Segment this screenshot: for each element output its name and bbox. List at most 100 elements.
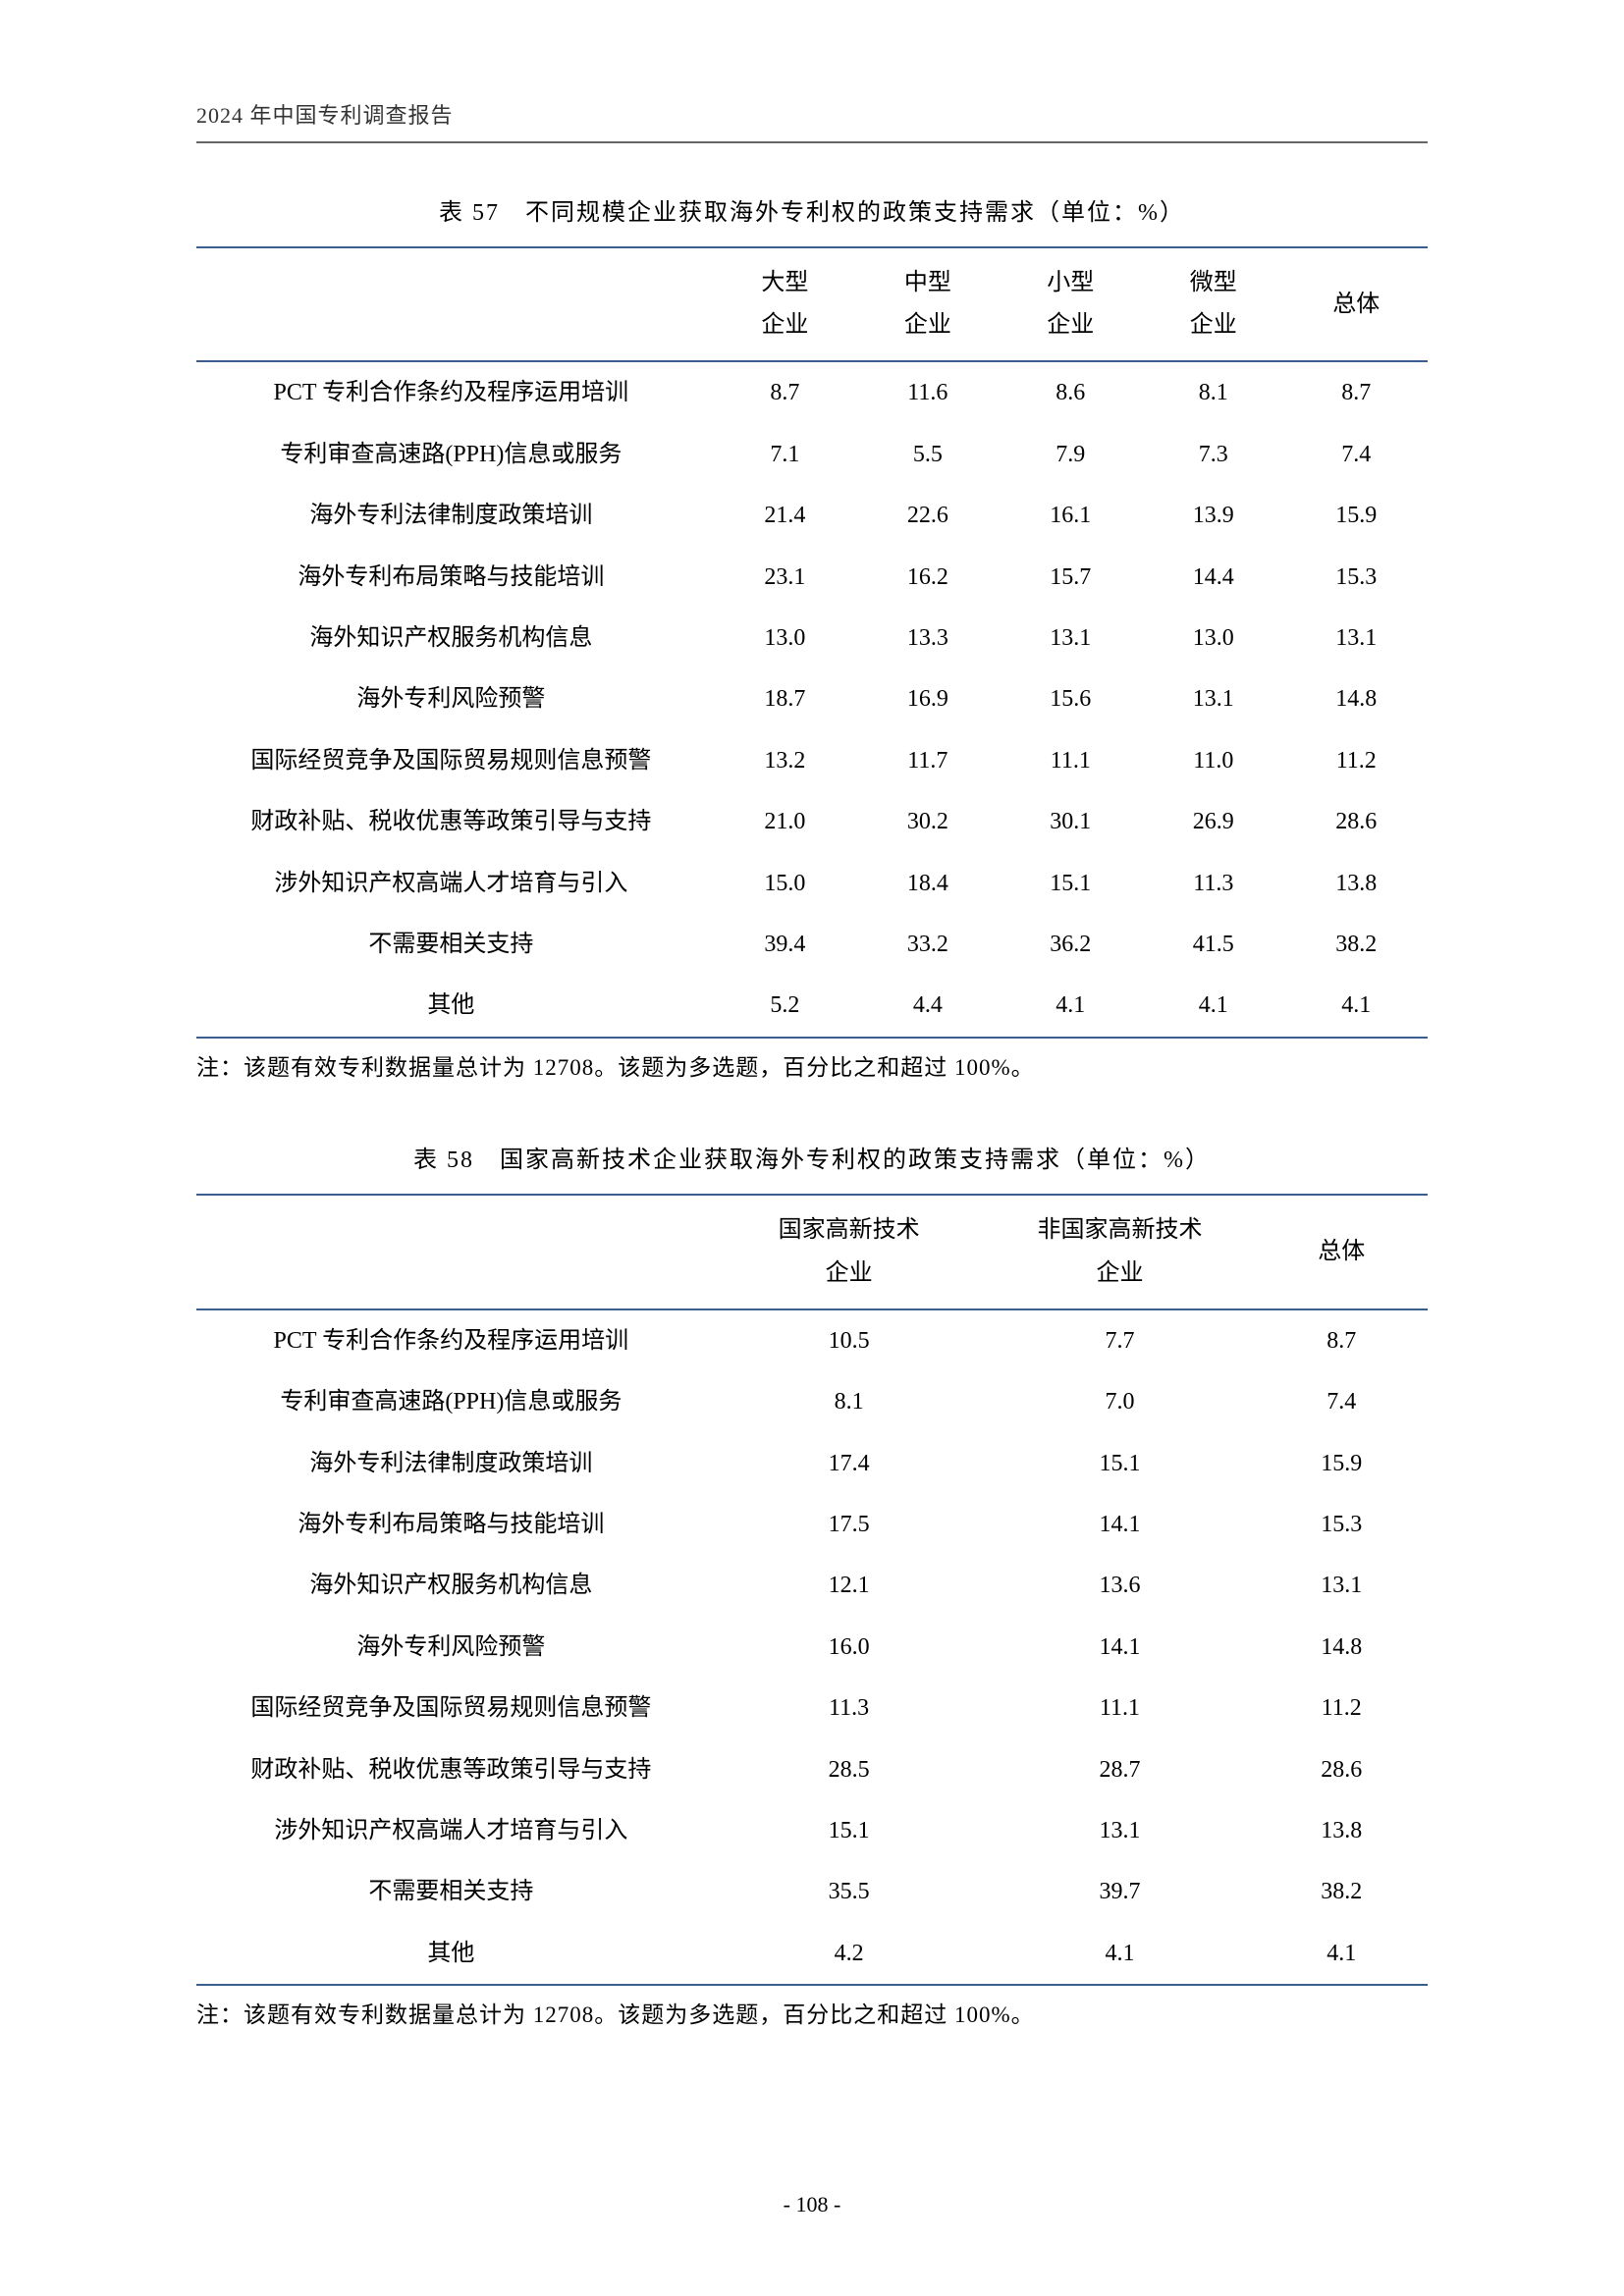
table57: 大型 企业 中型 企业 小型 企业 微型 企业 总体 PCT 专利合作条约及程序… — [196, 246, 1428, 1039]
cell-value: 15.1 — [1000, 853, 1142, 914]
cell-value: 38.2 — [1255, 1861, 1428, 1922]
cell-value: 13.1 — [1142, 668, 1284, 729]
cell-value: 4.1 — [985, 1923, 1256, 1985]
cell-value: 28.7 — [985, 1739, 1256, 1800]
cell-value: 15.9 — [1284, 485, 1428, 546]
cell-value: 11.6 — [856, 361, 999, 423]
cell-value: 13.0 — [714, 608, 856, 668]
cell-value: 8.1 — [714, 1371, 985, 1432]
cell-value: 7.7 — [985, 1309, 1256, 1371]
row-label: 海外知识产权服务机构信息 — [196, 608, 714, 668]
table58-note: 注：该题有效专利数据量总计为 12708。该题为多选题，百分比之和超过 100%… — [196, 1998, 1428, 2034]
row-label: 海外专利法律制度政策培训 — [196, 485, 714, 546]
cell-value: 13.2 — [714, 730, 856, 791]
cell-value: 15.3 — [1255, 1494, 1428, 1555]
table-row: 海外专利布局策略与技能培训23.116.215.714.415.3 — [196, 547, 1428, 608]
cell-value: 7.4 — [1255, 1371, 1428, 1432]
table58-header-blank — [196, 1195, 714, 1308]
page-header: 2024 年中国专利调查报告 — [196, 98, 1428, 143]
cell-value: 11.3 — [1142, 853, 1284, 914]
table-row: 海外专利风险预警18.716.915.613.114.8 — [196, 668, 1428, 729]
table58-header-nonhightech: 非国家高新技术 企业 — [985, 1195, 1256, 1308]
cell-value: 11.0 — [1142, 730, 1284, 791]
table58-header-hightech: 国家高新技术 企业 — [714, 1195, 985, 1308]
row-label: 其他 — [196, 1923, 714, 1985]
table-row: 其他5.24.44.14.14.1 — [196, 975, 1428, 1037]
cell-value: 8.7 — [714, 361, 856, 423]
cell-value: 7.4 — [1284, 424, 1428, 485]
table57-title: 表 57 不同规模企业获取海外专利权的政策支持需求（单位：%） — [196, 192, 1428, 227]
table-row: 专利审查高速路(PPH)信息或服务7.15.57.97.37.4 — [196, 424, 1428, 485]
cell-value: 16.2 — [856, 547, 999, 608]
cell-value: 11.7 — [856, 730, 999, 791]
cell-value: 15.7 — [1000, 547, 1142, 608]
cell-value: 39.7 — [985, 1861, 1256, 1922]
cell-value: 13.1 — [985, 1800, 1256, 1861]
table-row: 海外专利风险预警16.014.114.8 — [196, 1617, 1428, 1678]
cell-value: 30.1 — [1000, 791, 1142, 852]
row-label: 财政补贴、税收优惠等政策引导与支持 — [196, 1739, 714, 1800]
row-label: 其他 — [196, 975, 714, 1037]
cell-value: 26.9 — [1142, 791, 1284, 852]
table-row: 不需要相关支持39.433.236.241.538.2 — [196, 914, 1428, 975]
cell-value: 4.4 — [856, 975, 999, 1037]
cell-value: 18.4 — [856, 853, 999, 914]
row-label: 涉外知识产权高端人才培育与引入 — [196, 1800, 714, 1861]
cell-value: 11.2 — [1284, 730, 1428, 791]
cell-value: 14.4 — [1142, 547, 1284, 608]
cell-value: 28.5 — [714, 1739, 985, 1800]
cell-value: 8.1 — [1142, 361, 1284, 423]
table57-header-small: 小型 企业 — [1000, 247, 1142, 361]
table57-header-blank — [196, 247, 714, 361]
cell-value: 28.6 — [1255, 1739, 1428, 1800]
cell-value: 15.1 — [985, 1433, 1256, 1494]
cell-value: 10.5 — [714, 1309, 985, 1371]
cell-value: 7.0 — [985, 1371, 1256, 1432]
table-row: 不需要相关支持35.539.738.2 — [196, 1861, 1428, 1922]
cell-value: 28.6 — [1284, 791, 1428, 852]
cell-value: 15.1 — [714, 1800, 985, 1861]
cell-value: 22.6 — [856, 485, 999, 546]
cell-value: 15.6 — [1000, 668, 1142, 729]
cell-value: 38.2 — [1284, 914, 1428, 975]
cell-value: 13.8 — [1284, 853, 1428, 914]
cell-value: 4.1 — [1284, 975, 1428, 1037]
cell-value: 13.6 — [985, 1555, 1256, 1616]
cell-value: 13.3 — [856, 608, 999, 668]
row-label: 海外专利风险预警 — [196, 668, 714, 729]
cell-value: 7.1 — [714, 424, 856, 485]
table-row: 海外专利法律制度政策培训17.415.115.9 — [196, 1433, 1428, 1494]
cell-value: 4.1 — [1000, 975, 1142, 1037]
cell-value: 8.7 — [1255, 1309, 1428, 1371]
cell-value: 11.3 — [714, 1678, 985, 1738]
row-label: 海外专利风险预警 — [196, 1617, 714, 1678]
cell-value: 16.9 — [856, 668, 999, 729]
cell-value: 11.1 — [1000, 730, 1142, 791]
row-label: 国际经贸竞争及国际贸易规则信息预警 — [196, 1678, 714, 1738]
cell-value: 30.2 — [856, 791, 999, 852]
cell-value: 15.9 — [1255, 1433, 1428, 1494]
row-label: 专利审查高速路(PPH)信息或服务 — [196, 424, 714, 485]
table57-header-medium: 中型 企业 — [856, 247, 999, 361]
cell-value: 35.5 — [714, 1861, 985, 1922]
table-row: 国际经贸竞争及国际贸易规则信息预警13.211.711.111.011.2 — [196, 730, 1428, 791]
cell-value: 5.2 — [714, 975, 856, 1037]
report-title: 2024 年中国专利调查报告 — [196, 103, 454, 128]
cell-value: 7.9 — [1000, 424, 1142, 485]
row-label: 国际经贸竞争及国际贸易规则信息预警 — [196, 730, 714, 791]
table-row: 涉外知识产权高端人才培育与引入15.018.415.111.313.8 — [196, 853, 1428, 914]
cell-value: 16.0 — [714, 1617, 985, 1678]
row-label: 海外专利布局策略与技能培训 — [196, 1494, 714, 1555]
cell-value: 33.2 — [856, 914, 999, 975]
table-row: 财政补贴、税收优惠等政策引导与支持21.030.230.126.928.6 — [196, 791, 1428, 852]
cell-value: 15.3 — [1284, 547, 1428, 608]
table57-header-large: 大型 企业 — [714, 247, 856, 361]
cell-value: 36.2 — [1000, 914, 1142, 975]
row-label: 海外知识产权服务机构信息 — [196, 1555, 714, 1616]
row-label: 不需要相关支持 — [196, 1861, 714, 1922]
cell-value: 18.7 — [714, 668, 856, 729]
cell-value: 4.2 — [714, 1923, 985, 1985]
table58-header-total: 总体 — [1255, 1195, 1428, 1308]
cell-value: 41.5 — [1142, 914, 1284, 975]
cell-value: 14.8 — [1255, 1617, 1428, 1678]
